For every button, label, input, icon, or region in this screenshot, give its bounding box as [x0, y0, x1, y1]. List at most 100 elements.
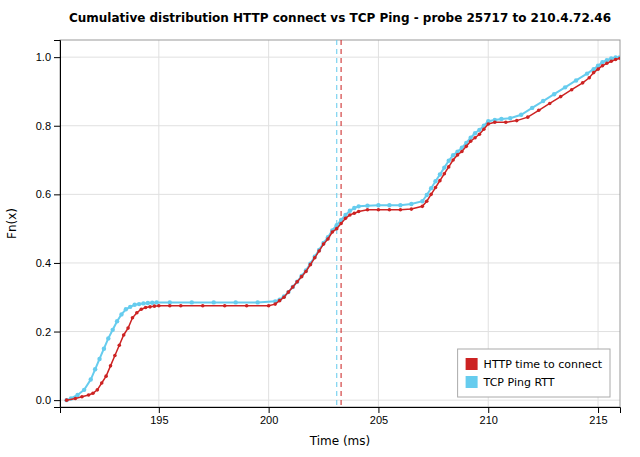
tick-label: 1.0 — [36, 51, 51, 63]
y-axis: 0.00.20.40.60.81.0 — [36, 41, 61, 408]
marks — [64, 40, 620, 407]
point — [614, 58, 618, 62]
point — [131, 316, 135, 320]
point — [144, 306, 148, 310]
point — [592, 71, 596, 75]
line — [67, 58, 620, 400]
point — [559, 95, 563, 99]
point — [139, 307, 143, 311]
tick-mark — [54, 194, 60, 195]
point — [96, 388, 100, 392]
point — [601, 64, 605, 68]
title: Cumulative distribution HTTP connect vs … — [69, 11, 611, 25]
tick-label: 0.4 — [36, 257, 51, 269]
point — [87, 393, 91, 397]
point — [552, 92, 556, 96]
point — [245, 304, 249, 308]
point — [64, 398, 68, 402]
point — [287, 290, 291, 294]
point — [387, 203, 391, 207]
point — [148, 305, 152, 309]
tick: 0.2 — [36, 326, 60, 338]
tick-mark — [54, 332, 60, 333]
point — [515, 119, 519, 123]
point — [504, 121, 508, 125]
point — [357, 210, 361, 214]
point — [113, 354, 117, 358]
point — [409, 202, 413, 206]
plot-frame — [60, 40, 620, 407]
legend-label: HTTP time to connect — [484, 358, 603, 371]
tick: 195 — [150, 407, 168, 426]
point — [447, 159, 451, 163]
point — [255, 300, 259, 304]
point — [75, 393, 79, 397]
point — [482, 127, 486, 131]
point — [376, 203, 380, 207]
point — [596, 67, 600, 71]
point — [273, 302, 277, 306]
point — [600, 60, 604, 64]
point — [104, 374, 108, 378]
point — [398, 203, 402, 207]
grid — [60, 40, 620, 407]
point — [433, 179, 437, 183]
legend-box — [458, 349, 610, 397]
point — [425, 193, 429, 197]
point — [278, 299, 282, 303]
point — [65, 398, 69, 402]
point — [410, 207, 414, 211]
point — [356, 204, 360, 208]
tick-label: 210 — [480, 414, 498, 426]
point — [526, 115, 530, 119]
point — [74, 397, 78, 401]
grid-line-y — [60, 57, 620, 58]
grid-line-y — [60, 194, 620, 195]
point — [128, 305, 132, 309]
tick-label: 215 — [589, 414, 607, 426]
point — [420, 199, 424, 203]
tick: 0.6 — [36, 188, 60, 200]
point — [168, 300, 172, 304]
tick: 1.0 — [36, 51, 60, 63]
point — [282, 295, 286, 299]
point — [212, 300, 216, 304]
point — [137, 302, 141, 306]
series — [64, 55, 620, 402]
point — [508, 116, 512, 120]
tick-label: 0.6 — [36, 188, 51, 200]
point — [115, 319, 119, 323]
point — [313, 256, 317, 260]
point — [473, 131, 477, 135]
legend-item: TCP Ping RTT — [466, 376, 555, 389]
point — [335, 227, 339, 231]
y-axis-title: Fn(x) — [5, 208, 19, 239]
point — [322, 242, 326, 246]
grid-line-x — [158, 40, 159, 407]
point — [443, 172, 447, 176]
point — [111, 328, 115, 332]
point — [124, 307, 128, 311]
legend: HTTP time to connect TCP Ping RTT — [458, 349, 610, 397]
point — [548, 102, 552, 106]
point — [618, 56, 620, 60]
point — [377, 208, 381, 212]
point — [304, 270, 308, 274]
point — [100, 381, 104, 385]
point — [132, 303, 136, 307]
point — [91, 391, 95, 395]
point — [135, 311, 139, 315]
point — [153, 304, 157, 308]
tick: 215 — [589, 407, 607, 426]
point — [190, 300, 194, 304]
grid-line-x — [378, 40, 379, 407]
point — [339, 222, 343, 226]
axis-line — [61, 408, 621, 414]
point — [447, 165, 451, 169]
legend-label: TCP Ping RTT — [483, 376, 555, 389]
point — [89, 377, 93, 381]
point — [150, 301, 154, 305]
point — [126, 326, 130, 330]
point — [93, 367, 97, 371]
point — [581, 81, 585, 85]
